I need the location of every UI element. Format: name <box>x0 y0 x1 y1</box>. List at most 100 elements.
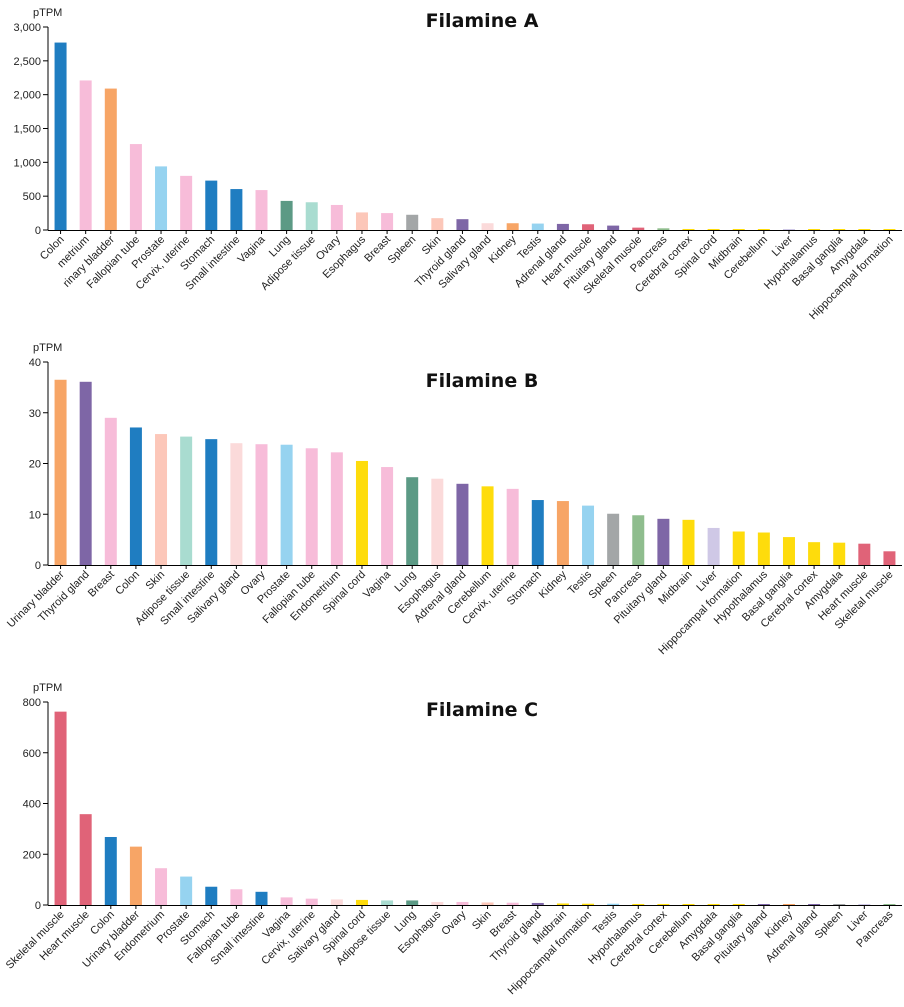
bar-cerebellum[interactable] <box>682 904 695 905</box>
bar-thyroid-gland[interactable] <box>79 381 92 565</box>
bar-midbrain[interactable] <box>732 229 745 230</box>
bar-cerebral-cortex[interactable] <box>657 903 670 905</box>
bar-hypothalamus[interactable] <box>808 229 821 230</box>
bar-skeletal-muscle[interactable] <box>883 551 896 565</box>
bar-prostate[interactable] <box>155 166 168 230</box>
bar-stomach[interactable] <box>531 500 544 565</box>
bar-skin[interactable] <box>155 434 168 565</box>
bar-endometrium[interactable] <box>330 452 343 565</box>
bar-adrenal-gland[interactable] <box>808 904 821 905</box>
bar-stomach[interactable] <box>205 886 218 905</box>
bar-heart-muscle[interactable] <box>79 814 92 905</box>
bar-thyroid-gland[interactable] <box>456 219 469 230</box>
bar-amygdala[interactable] <box>858 229 871 230</box>
bar-cerebral-cortex[interactable] <box>682 228 695 230</box>
bar-testis[interactable] <box>607 903 620 905</box>
bar-hippocampal-formation[interactable] <box>582 903 595 905</box>
bar-pancreas[interactable] <box>657 228 670 230</box>
bar-pancreas[interactable] <box>632 515 645 565</box>
bar-liver[interactable] <box>782 229 795 230</box>
bar-kidney[interactable] <box>506 223 519 230</box>
bar-kidney[interactable] <box>782 904 795 905</box>
bar-stomach[interactable] <box>205 180 218 230</box>
bar-colon[interactable] <box>104 836 117 905</box>
bar-fallopian-tube[interactable] <box>230 889 243 905</box>
bar-skeletal-muscle[interactable] <box>632 227 645 230</box>
bar-spleen[interactable] <box>833 904 846 905</box>
bar-salivary-gland[interactable] <box>330 899 343 905</box>
bar-spinal-cord[interactable] <box>355 899 368 905</box>
bar-ovary[interactable] <box>456 901 469 905</box>
bar-colon[interactable] <box>54 42 67 231</box>
bar-amygdala[interactable] <box>833 542 846 565</box>
bar-thyroid-gland[interactable] <box>531 902 544 905</box>
bar-liver[interactable] <box>707 527 720 565</box>
bar-spleen[interactable] <box>406 214 419 230</box>
bar-endometrium[interactable] <box>79 80 92 230</box>
bar-fallopian-tube[interactable] <box>305 448 318 565</box>
bar-breast[interactable] <box>506 902 519 905</box>
bar-vagina[interactable] <box>280 897 293 905</box>
bar-urinary-bladder[interactable] <box>129 846 142 905</box>
bar-basal-ganglia[interactable] <box>782 537 795 565</box>
bar-cerebral-cortex[interactable] <box>808 542 821 565</box>
bar-hypothalamus[interactable] <box>757 532 770 565</box>
bar-salivary-gland[interactable] <box>230 443 243 565</box>
bar-cervix-uterine[interactable] <box>506 488 519 565</box>
bar-urinary-bladder[interactable] <box>54 379 67 565</box>
bar-adipose-tissue[interactable] <box>381 900 394 905</box>
bar-testis[interactable] <box>582 505 595 565</box>
bar-ovary[interactable] <box>330 204 343 230</box>
bar-cerebellum[interactable] <box>481 486 494 565</box>
bar-spinal-cord[interactable] <box>707 228 720 230</box>
bar-vagina[interactable] <box>381 467 394 565</box>
bar-hippocampal-formation[interactable] <box>732 531 745 565</box>
bar-urinary-bladder[interactable] <box>104 88 117 231</box>
bar-spinal-cord[interactable] <box>355 460 368 565</box>
bar-small-intestine[interactable] <box>205 439 218 565</box>
bar-colon[interactable] <box>129 427 142 565</box>
bar-heart-muscle[interactable] <box>582 224 595 230</box>
bar-cervix-uterine[interactable] <box>180 175 193 230</box>
bar-skin[interactable] <box>431 218 444 230</box>
bar-midbrain[interactable] <box>556 903 569 905</box>
bar-esophagus[interactable] <box>431 478 444 565</box>
bar-small-intestine[interactable] <box>255 891 268 905</box>
bar-liver[interactable] <box>858 904 871 905</box>
bar-lung[interactable] <box>406 477 419 565</box>
bar-testis[interactable] <box>531 223 544 230</box>
bar-breast[interactable] <box>104 417 117 565</box>
bar-hippocampal-formation[interactable] <box>883 229 896 230</box>
bar-adrenal-gland[interactable] <box>556 223 569 230</box>
bar-skeletal-muscle[interactable] <box>54 711 67 905</box>
bar-vagina[interactable] <box>255 190 268 230</box>
bar-endometrium[interactable] <box>155 868 168 905</box>
bar-pituitary-gland[interactable] <box>657 518 670 565</box>
bar-spleen[interactable] <box>607 513 620 565</box>
bar-heart-muscle[interactable] <box>858 543 871 565</box>
bar-ovary[interactable] <box>255 444 268 565</box>
bar-esophagus[interactable] <box>431 901 444 905</box>
bar-esophagus[interactable] <box>355 212 368 230</box>
bar-adipose-tissue[interactable] <box>180 436 193 565</box>
bar-cerebellum[interactable] <box>757 229 770 230</box>
bar-hypothalamus[interactable] <box>632 903 645 905</box>
bar-amygdala[interactable] <box>707 904 720 905</box>
bar-lung[interactable] <box>280 200 293 230</box>
bar-adrenal-gland[interactable] <box>456 483 469 565</box>
bar-pituitary-gland[interactable] <box>607 225 620 230</box>
bar-basal-ganglia[interactable] <box>732 904 745 905</box>
bar-breast[interactable] <box>381 213 394 230</box>
bar-prostate[interactable] <box>180 876 193 905</box>
bar-small-intestine[interactable] <box>230 189 243 230</box>
bar-midbrain[interactable] <box>682 519 695 565</box>
bar-cervix-uterine[interactable] <box>305 898 318 905</box>
bar-skin[interactable] <box>481 902 494 905</box>
bar-prostate[interactable] <box>280 444 293 565</box>
bar-adipose-tissue[interactable] <box>305 202 318 230</box>
bar-basal-ganglia[interactable] <box>833 229 846 230</box>
bar-kidney[interactable] <box>556 501 569 565</box>
bar-pituitary-gland[interactable] <box>757 904 770 905</box>
bar-pancreas[interactable] <box>883 904 896 905</box>
bar-salivary-gland[interactable] <box>481 223 494 230</box>
